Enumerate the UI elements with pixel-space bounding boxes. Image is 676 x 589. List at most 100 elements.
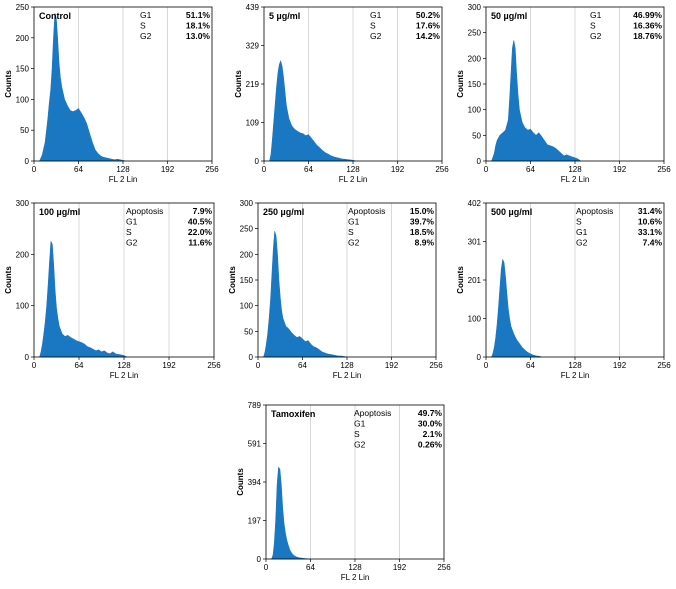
legend-label: G1 [140,10,152,20]
legend-value: 18.5% [410,227,435,237]
x-tick-label: 256 [437,563,451,572]
y-tick-label: 150 [16,65,30,74]
y-tick-label: 201 [468,276,482,285]
histogram-area [491,40,582,162]
y-tick-label: 250 [468,29,482,38]
y-tick-label: 591 [248,440,262,449]
legend-label: G1 [126,217,138,227]
x-tick-label: 128 [346,165,360,174]
legend-label: S [348,227,354,237]
y-tick-label: 100 [16,302,30,311]
x-axis-label: FL 2 Lin [109,175,138,184]
x-tick-label: 192 [162,361,176,370]
legend-value: 17.6% [416,21,441,31]
histogram-area [263,231,348,358]
histogram-panel: 0 197 394 591 789 0 64 128 192 256 FL 2 Lin Counts T… [236,401,451,582]
legend-label: S [140,21,146,31]
legend-value: 18.76% [633,31,662,41]
y-tick-label: 394 [248,478,262,487]
y-tick-label: 0 [249,353,254,362]
legend-value: 50.2% [416,10,441,20]
y-axis-label: Counts [234,70,243,98]
y-tick-label: 0 [25,353,30,362]
legend-value: 51.1% [186,10,211,20]
legend-label: S [576,217,582,227]
y-axis-label: Counts [228,266,237,294]
y-tick-label: 100 [468,106,482,115]
histogram-panel: 0 100 201 301 402 0 64 128 192 256 FL 2 Lin Counts 5… [456,199,671,380]
y-tick-label: 301 [468,238,482,247]
y-tick-label: 50 [20,126,29,135]
histogram-area [491,259,542,358]
x-tick-label: 0 [32,165,37,174]
x-axis-label: FL 2 Lin [110,371,139,380]
y-axis-label: Counts [4,266,13,294]
legend-label: S [126,227,132,237]
y-tick-label: 100 [16,95,30,104]
y-tick-label: 50 [244,327,253,336]
x-tick-label: 256 [435,165,449,174]
legend-value: 18.1% [186,21,211,31]
y-tick-label: 200 [16,250,30,259]
x-tick-label: 256 [205,165,219,174]
x-tick-label: 0 [256,361,261,370]
legend-label: Apoptosis [576,206,613,216]
panel-title: 250 µg/ml [263,207,304,217]
histogram-area [271,466,311,560]
x-tick-label: 256 [429,361,443,370]
histogram-panel: 0 50 100 150 200 250 300 0 64 128 192 256 FL 2 Lin Co… [228,199,443,380]
legend-value: 33.1% [638,227,663,237]
x-tick-label: 128 [117,361,131,370]
legend-value: 11.6% [188,238,212,248]
y-tick-label: 329 [246,42,260,51]
y-tick-label: 0 [477,157,482,166]
legend-label: G1 [576,227,588,237]
x-axis-label: FL 2 Lin [561,175,590,184]
y-axis-label: Counts [456,266,465,294]
x-tick-label: 192 [613,165,627,174]
y-tick-label: 109 [246,119,260,128]
x-tick-label: 256 [657,165,671,174]
legend-label: S [354,429,360,439]
y-tick-label: 219 [246,80,260,89]
legend-label: Apoptosis [348,206,385,216]
legend-value: 31.4% [638,206,663,216]
y-tick-label: 250 [240,225,254,234]
histogram-panel: 0 100 200 300 0 64 128 192 256 FL 2 Lin Counts 100 … [4,199,221,380]
histogram-panel: 0 50 100 150 200 250 300 0 64 128 192 256 FL 2 Lin Co… [456,3,671,184]
x-axis-label: FL 2 Lin [339,175,368,184]
y-tick-label: 150 [240,276,254,285]
x-tick-label: 64 [526,361,535,370]
legend-label: G1 [348,217,360,227]
x-tick-label: 0 [262,165,267,174]
panel-title: 100 µg/ml [39,207,80,217]
x-tick-label: 64 [304,165,313,174]
x-tick-label: 0 [484,361,489,370]
legend-value: 2.1% [423,429,443,439]
legend-label: G2 [126,238,138,248]
legend-value: 46.99% [633,10,662,20]
x-tick-label: 64 [74,165,83,174]
legend-value: 39.7% [410,217,435,227]
legend-value: 22.0% [188,227,213,237]
y-tick-label: 439 [246,3,260,12]
y-tick-label: 200 [16,34,30,43]
x-axis-label: FL 2 Lin [341,573,370,582]
legend-label: G2 [348,238,360,248]
x-tick-label: 256 [657,361,671,370]
x-axis-label: FL 2 Lin [333,371,362,380]
y-tick-label: 197 [248,517,262,526]
x-tick-label: 64 [75,361,84,370]
x-tick-label: 128 [116,165,130,174]
y-tick-label: 300 [468,3,482,12]
x-tick-label: 128 [568,361,582,370]
legend-value: 40.5% [188,217,213,227]
x-tick-label: 128 [340,361,354,370]
panel-title: 5 µg/ml [269,11,300,21]
y-tick-label: 200 [468,54,482,63]
legend-value: 49.7% [418,408,443,418]
legend-value: 13.0% [186,31,211,41]
legend-label: G1 [370,10,382,20]
x-tick-label: 0 [484,165,489,174]
y-tick-label: 789 [248,401,262,410]
